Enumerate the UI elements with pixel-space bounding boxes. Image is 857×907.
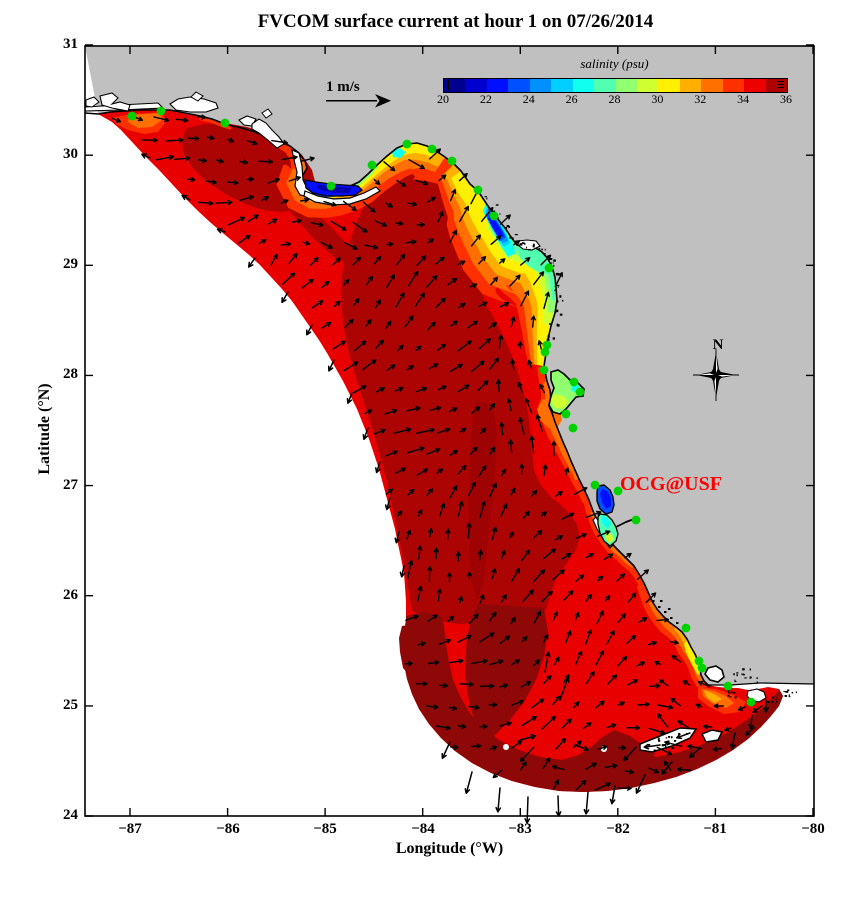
svg-text:N: N bbox=[713, 337, 724, 353]
